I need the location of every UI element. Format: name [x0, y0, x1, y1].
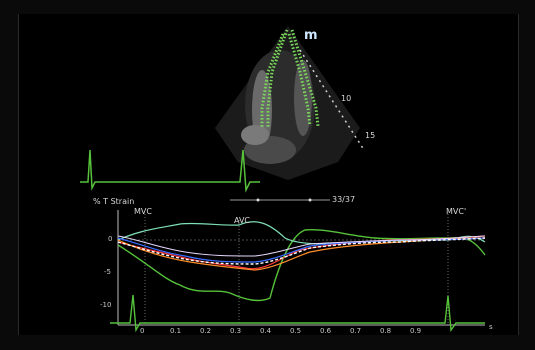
tracking-inner-right — [287, 33, 312, 127]
depth-mark-15: 15 — [365, 131, 376, 140]
x-unit: s — [489, 323, 493, 331]
strain-curve-green — [117, 228, 486, 302]
x-tick-0.8: 0.8 — [380, 327, 392, 335]
tracking-outer-right — [290, 29, 320, 127]
x-tick-0.2: 0.2 — [200, 327, 212, 335]
marker-mvc-prime: MVC' — [446, 207, 467, 216]
ecg-trace-bottom — [110, 294, 485, 333]
strain-plot — [110, 210, 486, 333]
x-tick-0: 0 — [140, 327, 145, 335]
valve-echo — [241, 125, 269, 145]
depth-mark-10: 10 — [341, 94, 352, 103]
mode-badge: m — [304, 28, 318, 43]
marker-mvc: MVC — [134, 207, 152, 216]
y-tick-neg10: -10 — [100, 301, 112, 309]
y-tick-0: 0 — [108, 235, 113, 243]
x-tick-0.7: 0.7 — [350, 327, 362, 335]
timeline-handle-left[interactable] — [256, 198, 260, 202]
ecg-trace-top — [80, 149, 260, 193]
frame-counter: 33/37 — [332, 195, 356, 204]
echo-sector — [215, 26, 365, 180]
tracking-outer-left — [266, 29, 289, 128]
strain-curve-lavender — [117, 235, 486, 257]
x-tick-0.9: 0.9 — [410, 327, 422, 335]
strain-y-label: % T Strain — [93, 197, 135, 206]
strain-curve-average — [117, 237, 486, 265]
timeline-handle-right[interactable] — [308, 198, 312, 202]
lateral-wall-echo — [294, 60, 312, 136]
y-tick-neg5: -5 — [104, 268, 111, 276]
x-tick-0.4: 0.4 — [260, 327, 272, 335]
x-tick-0.3: 0.3 — [230, 327, 242, 335]
x-tick-0.6: 0.6 — [320, 327, 332, 335]
x-tick-0.1: 0.1 — [170, 327, 182, 335]
marker-avc: AVC — [234, 216, 251, 225]
x-tick-0.5: 0.5 — [290, 327, 302, 335]
depth-scale — [299, 49, 365, 151]
